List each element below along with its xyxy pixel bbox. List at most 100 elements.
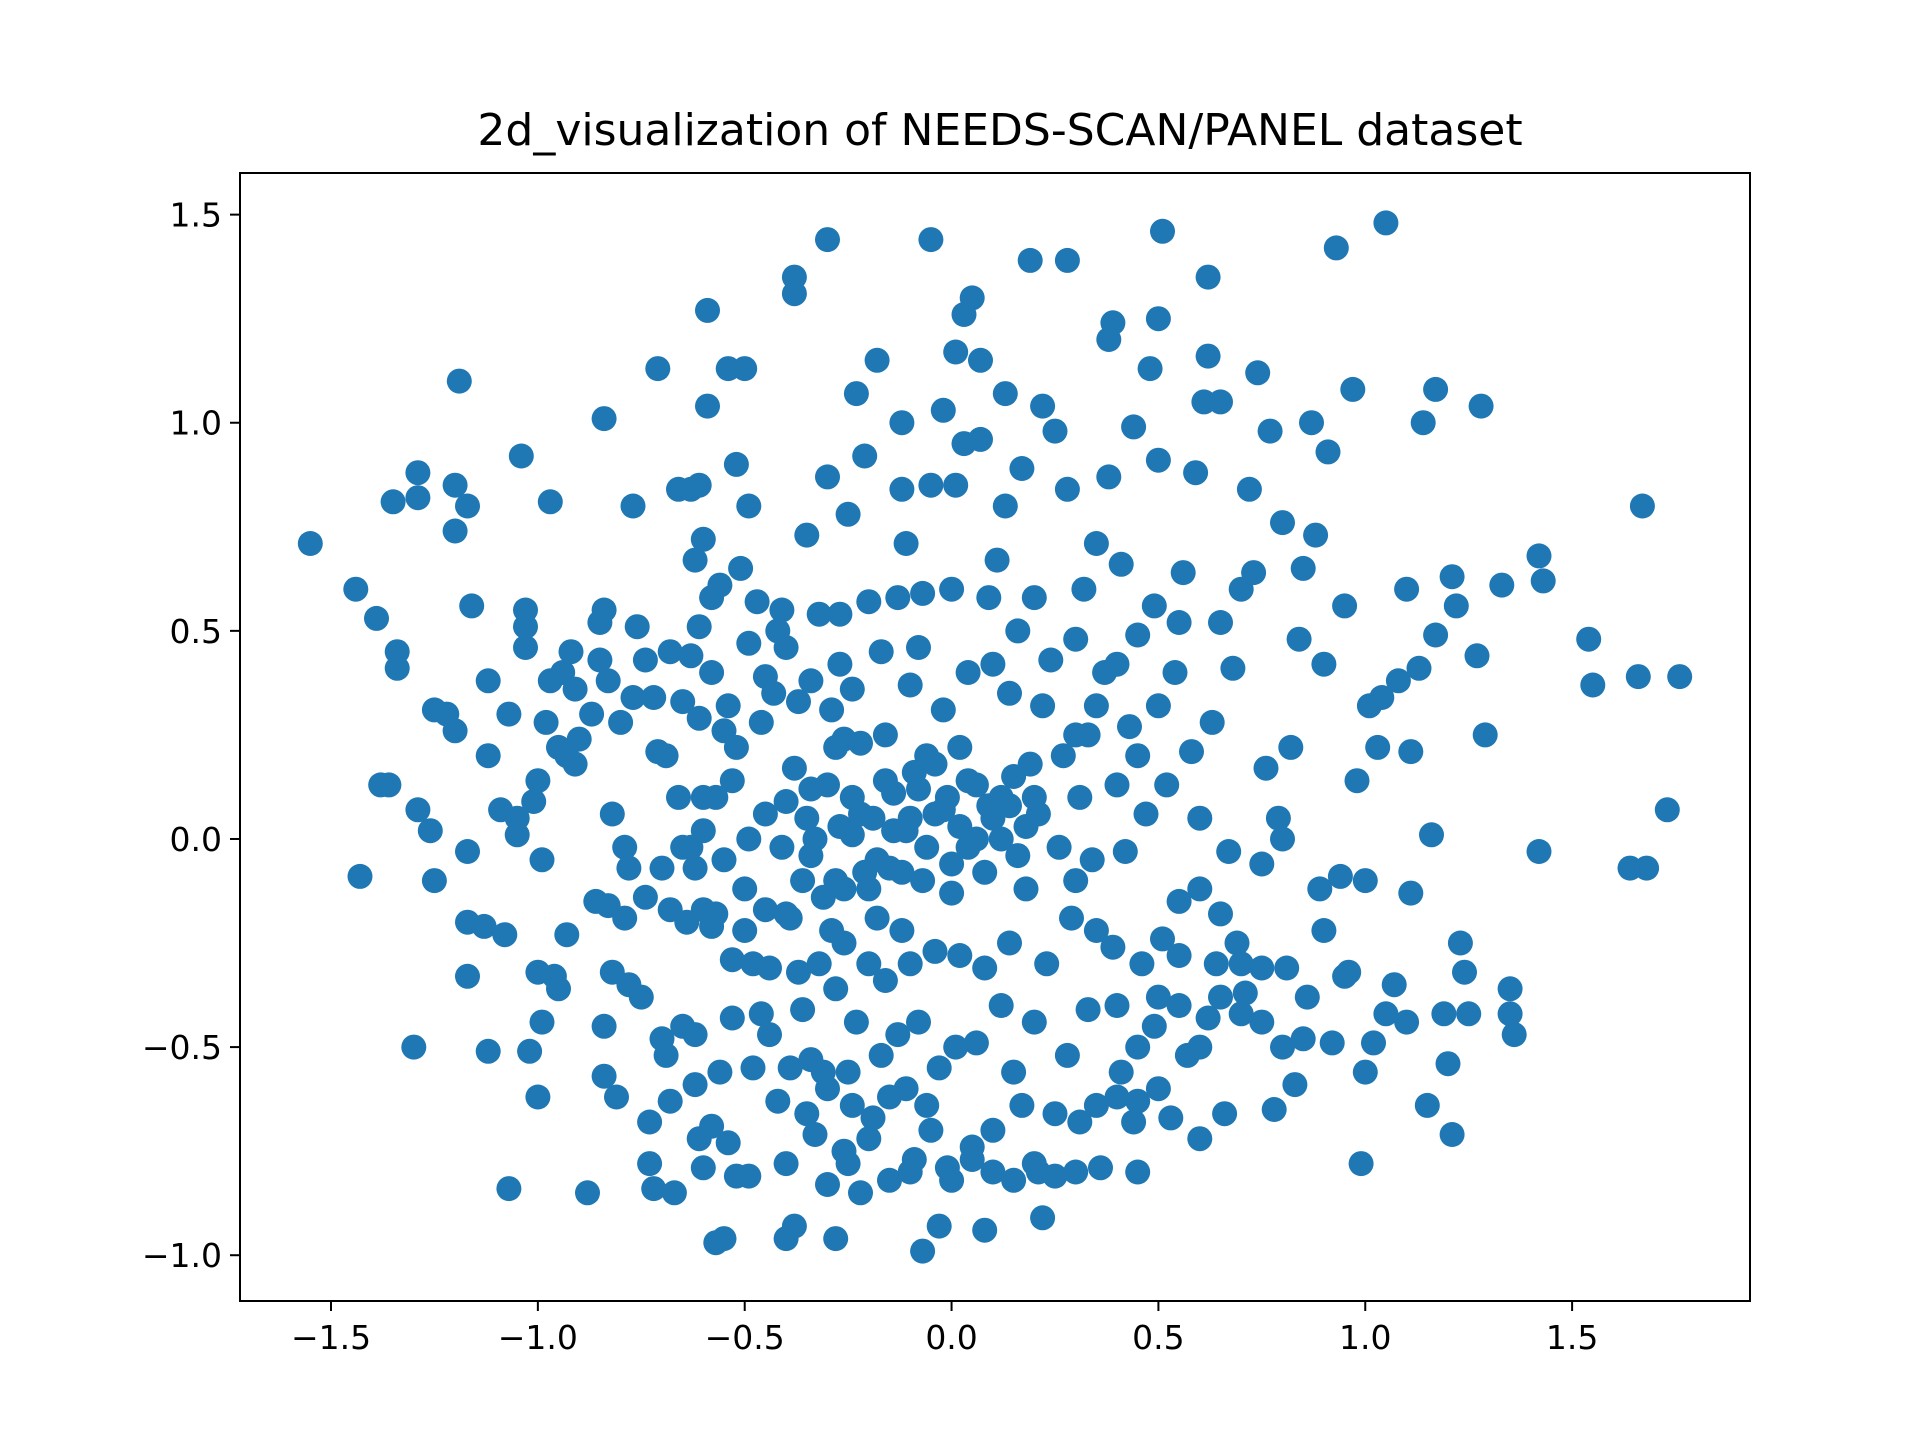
data-point: [1208, 901, 1233, 927]
data-point: [723, 451, 749, 477]
data-point: [504, 822, 530, 848]
data-point: [1282, 1072, 1308, 1098]
data-point: [947, 943, 973, 968]
data-point: [579, 701, 605, 727]
data-point: [1150, 926, 1175, 952]
data-point: [649, 855, 675, 881]
data-point: [773, 1151, 799, 1177]
data-point: [819, 697, 845, 723]
data-point: [686, 705, 712, 731]
data-point: [525, 768, 551, 794]
data-point: [980, 651, 1006, 677]
data-point: [1361, 1030, 1386, 1056]
data-point: [1009, 456, 1035, 481]
data-point: [794, 1101, 820, 1127]
data-point: [1340, 376, 1366, 402]
data-point: [364, 605, 389, 631]
x-tick-label: 1.0: [1339, 1318, 1391, 1357]
x-tick-label: −1.5: [291, 1318, 371, 1357]
data-point: [1299, 410, 1324, 436]
data-point: [802, 1122, 828, 1147]
data-point: [1083, 531, 1109, 556]
data-point: [773, 789, 799, 814]
data-point: [682, 855, 708, 881]
x-axis: −1.5 −1.0 −0.5 0.0 0.5 1.0 1.5: [291, 1301, 1598, 1357]
data-point: [695, 393, 720, 419]
data-point: [566, 726, 592, 752]
data-point: [1265, 805, 1291, 831]
data-point: [471, 913, 497, 939]
data-point: [1005, 618, 1031, 644]
data-point: [839, 822, 865, 848]
data-point: [1208, 610, 1233, 635]
data-point: [1021, 1009, 1047, 1035]
data-point: [906, 776, 931, 802]
data-point: [864, 847, 890, 873]
data-point: [1145, 306, 1171, 332]
data-point: [513, 597, 538, 623]
data-point: [815, 464, 840, 490]
data-point: [823, 1226, 849, 1252]
data-point: [496, 701, 522, 727]
data-point: [864, 905, 890, 931]
x-tick-label: −0.5: [705, 1318, 785, 1357]
data-point: [910, 868, 936, 894]
data-point: [889, 859, 915, 885]
data-point: [587, 647, 613, 673]
data-point: [1083, 1092, 1109, 1118]
data-point: [347, 863, 373, 889]
data-point: [968, 347, 993, 373]
data-point: [1166, 888, 1192, 914]
data-point: [1472, 722, 1498, 748]
data-point: [897, 805, 923, 831]
data-point: [719, 1005, 745, 1031]
data-point: [1398, 739, 1424, 765]
data-point: [455, 493, 480, 519]
data-point: [1133, 801, 1159, 827]
data-point: [492, 922, 518, 948]
x-tick-label: 0.5: [1132, 1318, 1184, 1357]
data-point: [1327, 863, 1353, 889]
data-point: [914, 834, 940, 860]
data-point: [815, 772, 840, 798]
data-point: [972, 859, 998, 885]
data-point: [703, 784, 729, 810]
data-point: [790, 868, 816, 894]
data-point: [657, 1088, 683, 1114]
data-point: [682, 1022, 708, 1048]
data-point: [1654, 797, 1680, 823]
data-point: [1270, 1034, 1295, 1060]
data-point: [757, 1022, 782, 1048]
data-point: [1166, 943, 1192, 968]
y-tick-label: −1.0: [142, 1236, 222, 1275]
data-point: [1311, 651, 1337, 677]
data-point: [686, 472, 712, 498]
data-point: [405, 485, 431, 511]
data-point: [608, 709, 634, 735]
data-point: [513, 635, 538, 660]
data-point: [1017, 247, 1043, 273]
data-point: [736, 826, 762, 852]
data-point: [1013, 814, 1039, 839]
data-point: [1100, 934, 1126, 960]
data-point: [1290, 1026, 1316, 1052]
data-point: [707, 572, 733, 598]
data-point: [1141, 1013, 1167, 1039]
x-tick-label: 0.0: [925, 1318, 977, 1357]
data-point: [943, 339, 969, 365]
data-point: [728, 555, 754, 581]
data-point: [521, 789, 547, 814]
data-point: [604, 1084, 629, 1110]
data-point: [831, 930, 857, 956]
data-point: [1203, 951, 1229, 977]
data-point: [707, 1059, 733, 1085]
data-point: [529, 1009, 555, 1035]
data-point: [926, 1213, 952, 1239]
data-point: [914, 1092, 940, 1118]
data-point: [657, 639, 683, 665]
data-point: [786, 689, 811, 715]
data-point: [695, 297, 720, 323]
data-point: [815, 227, 840, 253]
data-point: [591, 406, 617, 432]
